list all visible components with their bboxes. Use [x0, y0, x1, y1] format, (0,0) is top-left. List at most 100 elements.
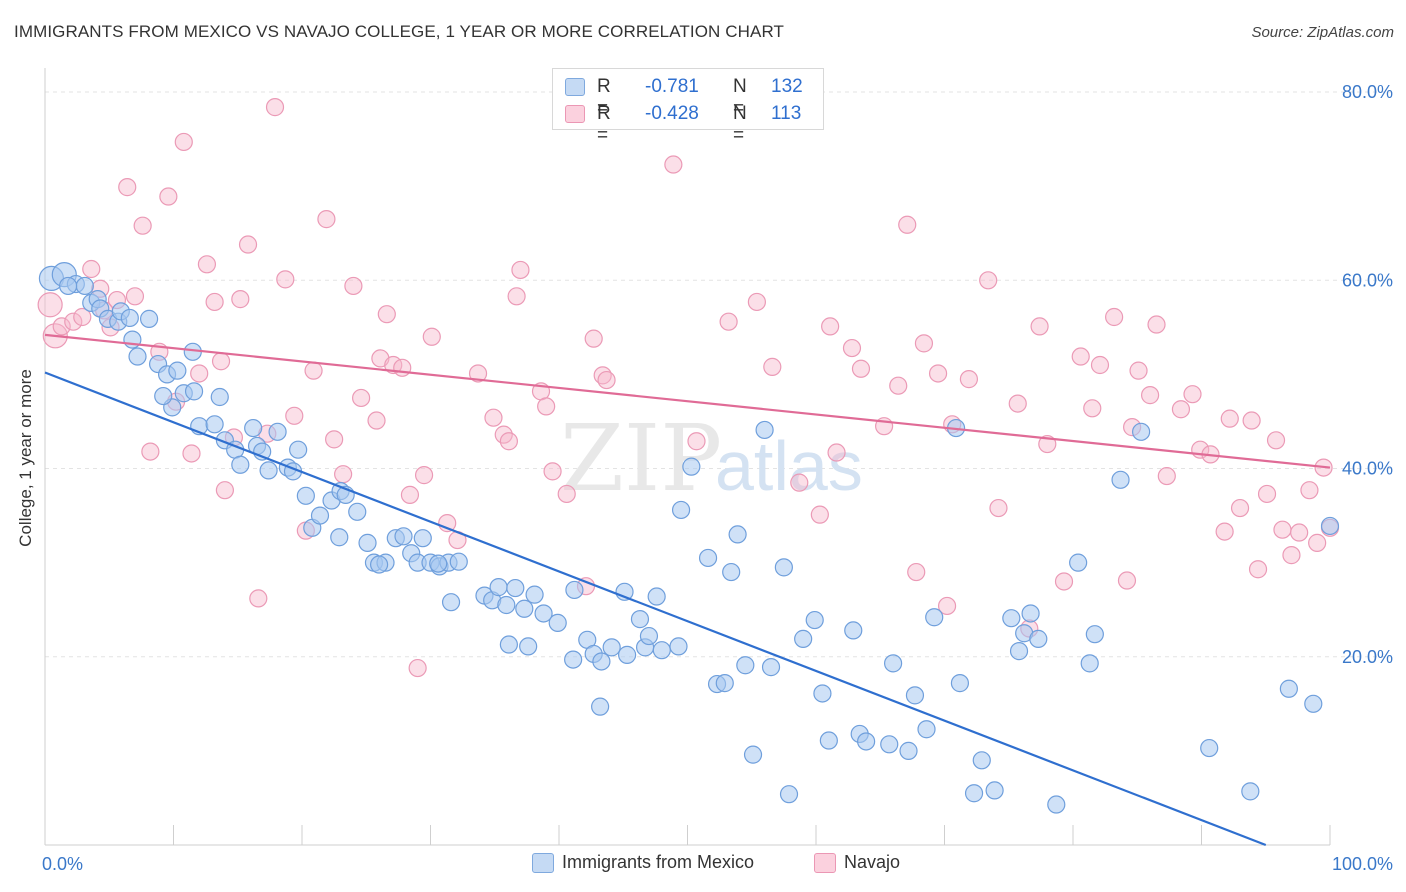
point-navajo: [352, 388, 371, 408]
point-navajo: [851, 359, 871, 378]
point-mexico: [618, 645, 637, 664]
point-mexico: [1029, 629, 1048, 648]
y-tick-label: 40.0%: [1342, 459, 1393, 479]
point-mexico: [671, 500, 691, 520]
point-navajo: [1117, 571, 1137, 590]
point-navajo: [408, 658, 427, 678]
point-mexico: [844, 621, 863, 640]
point-navajo: [73, 307, 92, 327]
point-navajo: [979, 271, 998, 290]
point-mexico: [1304, 694, 1323, 713]
gridlines: [45, 91, 1392, 658]
point-navajo: [907, 562, 926, 582]
point-navajo: [64, 312, 83, 331]
point-navajo: [422, 327, 441, 346]
point-mexico: [441, 593, 461, 612]
point-mexico: [525, 585, 544, 604]
point-mexico: [259, 461, 278, 480]
point-mexico: [722, 562, 741, 582]
point-mexico: [120, 308, 139, 328]
point-navajo: [1242, 411, 1261, 430]
point-navajo: [747, 292, 766, 312]
point-navajo: [276, 270, 295, 289]
watermark: ZIP atlas: [560, 405, 863, 512]
point-navajo: [37, 292, 63, 318]
point-mexico: [154, 386, 173, 406]
point-navajo: [1300, 481, 1319, 500]
point-navajo: [537, 397, 556, 416]
point-navajo: [1290, 523, 1309, 542]
trend-lines: [44, 333, 1331, 847]
point-mexico: [1111, 470, 1130, 489]
point-mexico: [630, 610, 650, 629]
point-mexico: [394, 527, 413, 546]
legend-swatch-mexico: [532, 853, 554, 873]
point-mexico: [905, 686, 925, 705]
point-navajo: [1282, 546, 1301, 565]
point-navajo: [499, 432, 518, 451]
point-navajo: [1220, 409, 1239, 428]
point-mexico: [761, 658, 781, 677]
point-navajo: [1030, 317, 1049, 336]
point-mexico: [231, 455, 250, 474]
legend-label-mexico: Immigrants from Mexico: [562, 852, 755, 872]
point-navajo: [344, 276, 363, 296]
point-navajo: [810, 505, 829, 524]
point-mexico: [819, 731, 838, 750]
point-mexico: [1021, 604, 1040, 623]
y-tick-label: 80.0%: [1342, 82, 1393, 102]
point-navajo: [205, 292, 224, 312]
point-navajo: [719, 312, 738, 331]
point-mexico: [499, 635, 518, 654]
r-value: -0.781: [645, 76, 699, 97]
point-navajo: [484, 408, 503, 427]
point-navajo: [190, 364, 209, 383]
point-navajo: [367, 411, 386, 430]
point-navajo: [821, 317, 840, 336]
point-navajo: [1215, 522, 1234, 541]
point-mexico: [548, 613, 567, 632]
point-navajo: [827, 443, 846, 462]
point-navajo: [238, 235, 258, 254]
point-mexico: [370, 555, 389, 574]
point-navajo: [215, 481, 234, 500]
point-mexico: [883, 654, 903, 673]
point-mexico: [168, 361, 187, 380]
point-navajo: [511, 260, 530, 280]
point-mexico: [139, 309, 159, 328]
point-navajo: [317, 210, 336, 229]
point-mexico: [591, 697, 610, 716]
point-mexico: [1200, 738, 1219, 758]
point-navajo: [557, 484, 576, 504]
point-mexico: [289, 440, 308, 459]
point-mexico: [534, 604, 553, 623]
point-mexico: [310, 506, 330, 525]
point-mexico: [917, 720, 936, 739]
point-navajo: [174, 132, 193, 152]
y-axis-label: College, 1 year or more: [16, 369, 35, 547]
point-mexico: [728, 525, 747, 544]
point-mexico: [1279, 679, 1298, 698]
point-navajo: [285, 406, 304, 425]
n-label: N =: [733, 76, 747, 119]
point-navajo: [937, 596, 957, 616]
point-navajo: [414, 466, 434, 485]
point-navajo: [1273, 520, 1292, 539]
y-tick-label: 20.0%: [1342, 647, 1393, 667]
point-mexico: [857, 732, 876, 751]
point-mexico: [602, 638, 621, 657]
point-navajo: [898, 215, 917, 234]
point-navajo: [325, 430, 344, 449]
point-mexico: [647, 587, 666, 606]
point-navajo: [889, 376, 908, 395]
point-navajo: [393, 358, 412, 377]
point-navajo: [377, 305, 396, 324]
point-mexico: [1085, 625, 1104, 644]
watermark-zip: ZIP: [560, 405, 722, 512]
point-navajo: [914, 334, 934, 353]
point-mexico: [698, 548, 718, 568]
watermark-atlas: atlas: [715, 427, 863, 505]
point-navajo: [763, 357, 782, 376]
point-navajo: [1140, 386, 1160, 405]
point-navajo: [1171, 400, 1191, 419]
